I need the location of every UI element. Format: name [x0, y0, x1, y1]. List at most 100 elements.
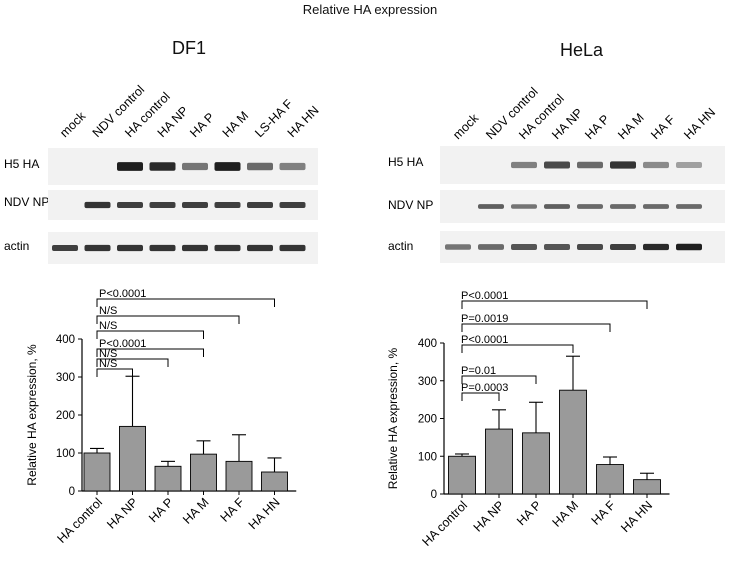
- blot-band-hela: [445, 244, 471, 250]
- y-tick-label-df1: 0: [69, 486, 75, 498]
- blot-band-df1: [247, 244, 273, 252]
- blot-row-label-df1: actin: [4, 239, 29, 253]
- x-tick-label-hela: HA HN: [618, 498, 655, 535]
- blot-band-hela: [643, 161, 669, 169]
- blot-band-df1: [279, 201, 306, 209]
- blot-lane-label-hela: HA P: [582, 112, 612, 142]
- blot-band-df1: [182, 201, 208, 209]
- significance-bracket-df1: [96, 330, 204, 339]
- blot-band-hela: [676, 204, 702, 209]
- significance-bracket-hela: [461, 392, 500, 401]
- y-tick-label-hela: 100: [418, 451, 437, 463]
- blot-band-hela: [610, 243, 636, 251]
- blot-lane-label-hela: HA F: [648, 112, 678, 142]
- blot-row-label-df1: H5 HA: [4, 157, 39, 171]
- y-tick-label-df1: 100: [56, 448, 75, 460]
- bar-hela: [485, 428, 513, 495]
- significance-label-hela: P<0.0001: [461, 334, 508, 346]
- blot-band-hela: [610, 204, 636, 209]
- bar-df1: [154, 465, 182, 492]
- x-tick-label-df1: HA F: [218, 495, 248, 525]
- significance-bracket-df1: [96, 348, 204, 357]
- x-tick-label-hela: HA M: [550, 498, 582, 530]
- y-tick-label-hela: 0: [431, 489, 437, 501]
- blot-band-df1: [279, 244, 306, 252]
- blot-band-hela: [511, 244, 537, 250]
- y-tick-label-hela: 300: [418, 376, 437, 388]
- blot-row-label-df1: NDV NP: [4, 195, 49, 209]
- significance-label-hela: P<0.0001: [461, 290, 508, 302]
- blot-band-hela: [478, 244, 504, 250]
- significance-label-df1: N/S: [99, 320, 117, 332]
- blot-band-df1: [182, 162, 208, 171]
- blot-band-df1: [149, 201, 176, 209]
- blot-band-df1: [247, 201, 273, 209]
- significance-bracket-hela: [461, 344, 574, 353]
- blot-row-label-hela: NDV NP: [388, 198, 433, 212]
- x-tick-label-hela: HA NP: [471, 498, 507, 534]
- significance-label-hela: P=0.0019: [461, 313, 508, 325]
- blot-band-df1: [149, 162, 176, 171]
- bar-hela: [522, 432, 550, 495]
- significance-label-df1: N/S: [99, 348, 117, 360]
- blot-band-hela: [577, 161, 603, 169]
- blot-band-hela: [610, 161, 636, 169]
- blot-band-df1: [84, 244, 111, 252]
- blot-band-hela: [478, 204, 504, 209]
- y-axis-label-df1: Relative HA expression, %: [25, 344, 39, 486]
- significance-bracket-df1: [96, 298, 275, 307]
- blot-band-df1: [52, 244, 78, 252]
- blot-band-hela: [676, 243, 702, 251]
- x-tick-label-df1: HA NP: [104, 495, 140, 531]
- blot-band-hela: [511, 204, 537, 209]
- blot-band-hela: [676, 162, 702, 168]
- bar-df1: [261, 471, 288, 492]
- significance-label-df1: N/S: [99, 358, 117, 370]
- blot-band-hela: [643, 204, 669, 209]
- y-axis-label-hela: Relative HA expression, %: [386, 347, 400, 489]
- blot-band-df1: [117, 162, 143, 171]
- blot-band-hela: [577, 244, 603, 250]
- blot-band-df1: [117, 201, 143, 209]
- figure-title: Relative HA expression: [302, 2, 438, 17]
- bar-df1: [225, 460, 253, 492]
- x-tick-label-hela: HA P: [514, 498, 544, 528]
- blot-lane-label-df1: HA M: [220, 109, 252, 141]
- x-tick-label-df1: HA P: [146, 495, 176, 525]
- blot-lane-label-df1: mock: [57, 109, 89, 141]
- bar-hela: [448, 455, 476, 495]
- bar-hela: [596, 464, 624, 495]
- significance-label-df1: P<0.0001: [99, 288, 146, 300]
- blot-band-df1: [279, 162, 306, 171]
- bar-df1: [190, 453, 217, 492]
- significance-bracket-df1: [96, 368, 133, 377]
- blot-band-df1: [247, 162, 273, 171]
- significance-bracket-hela: [461, 300, 648, 309]
- blot-band-df1: [214, 162, 241, 171]
- significance-label-df1: N/S: [99, 305, 117, 317]
- blot-lane-label-hela: mock: [450, 111, 482, 143]
- bar-hela: [559, 389, 587, 495]
- blot-band-hela: [544, 244, 570, 250]
- blot-band-df1: [117, 244, 143, 252]
- y-tick-label-df1: 400: [56, 334, 75, 346]
- blot-lane-label-hela: HA HN: [681, 105, 718, 142]
- x-tick-label-df1: HA HN: [246, 495, 283, 532]
- blot-row-label-hela: H5 HA: [388, 155, 423, 169]
- significance-bracket-hela: [461, 375, 537, 384]
- bar-df1: [83, 452, 111, 492]
- blot-band-hela: [643, 243, 669, 251]
- panel-title-df1: DF1: [172, 38, 207, 58]
- blot-band-hela: [544, 204, 570, 209]
- blot-band-df1: [214, 201, 241, 209]
- panel-title-hela: HeLa: [560, 40, 604, 60]
- blot-band-hela: [544, 161, 570, 169]
- blot-row-label-hela: actin: [388, 239, 413, 253]
- blot-band-df1: [84, 201, 111, 209]
- significance-label-df1: P<0.0001: [99, 338, 146, 350]
- blot-band-df1: [149, 244, 176, 252]
- y-tick-label-hela: 400: [418, 338, 437, 350]
- x-tick-label-hela: HA F: [589, 498, 619, 528]
